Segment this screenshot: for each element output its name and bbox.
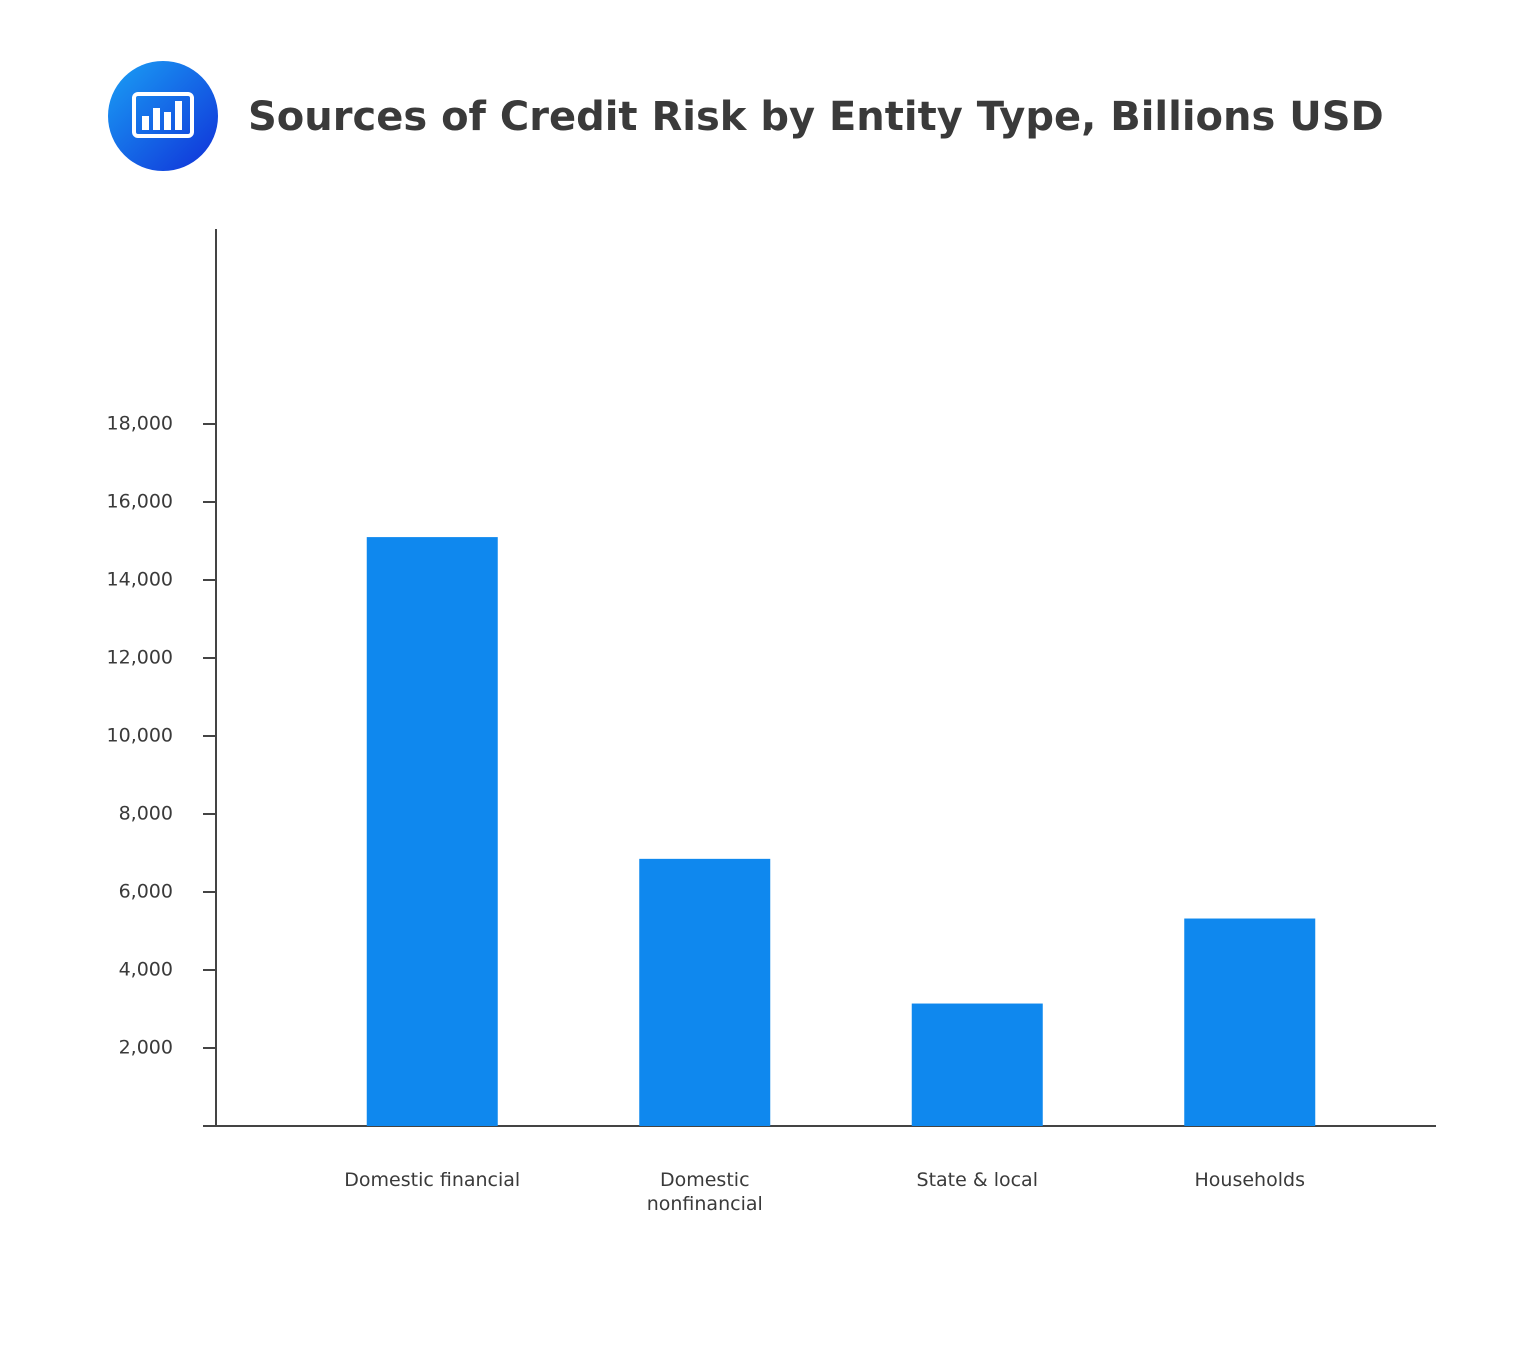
x-tick-label: Households <box>1194 1169 1305 1191</box>
title-icon <box>108 61 218 171</box>
y-tick-label: 8,000 <box>119 803 173 825</box>
y-tick-label: 4,000 <box>119 959 173 981</box>
x-tick-label: State & local <box>916 1169 1038 1191</box>
y-tick-label: 16,000 <box>107 491 173 513</box>
y-tick-label: 10,000 <box>107 725 173 747</box>
bar <box>639 858 771 1126</box>
y-tick-label: 6,000 <box>119 881 173 903</box>
bar <box>366 537 498 1126</box>
y-tick-label: 18,000 <box>107 413 173 435</box>
x-tick-label: Domestic nonfinancial <box>646 1169 763 1215</box>
bar <box>911 1003 1043 1126</box>
chart-title: Sources of Credit Risk by Entity Type, B… <box>248 94 1384 140</box>
y-tick-label: 14,000 <box>107 569 173 591</box>
y-tick-label: 2,000 <box>119 1037 173 1059</box>
x-tick-label: Domestic financial <box>344 1169 521 1191</box>
y-tick-label: 12,000 <box>107 647 173 669</box>
bar <box>1184 918 1316 1126</box>
